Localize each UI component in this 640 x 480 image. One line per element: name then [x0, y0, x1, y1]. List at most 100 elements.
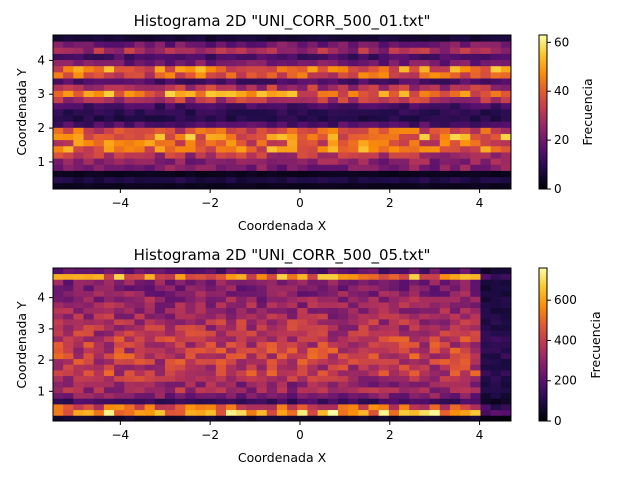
heatmap-cell: [134, 341, 145, 348]
heatmap-cell: [388, 115, 400, 122]
heatmap-cell: [144, 353, 156, 360]
heatmap-cell: [236, 296, 247, 303]
heatmap-cell: [53, 71, 64, 79]
heatmap-cell: [388, 341, 400, 348]
heatmap-cell: [175, 102, 186, 110]
heatmap-cell: [378, 145, 390, 153]
heatmap-cell: [266, 115, 278, 122]
heatmap-cell: [490, 59, 502, 67]
heatmap-cell: [195, 409, 207, 416]
heatmap-cell: [429, 307, 441, 314]
heatmap-cell: [53, 35, 64, 42]
heatmap-cell: [205, 415, 217, 422]
heatmap-cell: [399, 285, 410, 292]
heatmap-cell: [226, 53, 237, 61]
heatmap-cell: [378, 302, 390, 309]
heatmap-cell: [246, 139, 257, 147]
heatmap-cell: [226, 364, 237, 371]
heatmap-cell: [470, 358, 481, 365]
heatmap-cell: [154, 415, 166, 422]
colorbar-tick-label: 400: [554, 333, 577, 347]
heatmap-cell: [175, 127, 186, 134]
heatmap-cell: [327, 96, 339, 104]
heatmap-cell: [337, 145, 349, 153]
heatmap-cell: [256, 285, 268, 292]
heatmap-cell: [185, 78, 196, 85]
heatmap-cell: [327, 158, 339, 165]
heatmap-cell: [470, 59, 481, 67]
heatmap-cell: [236, 364, 247, 371]
heatmap-cell: [124, 319, 135, 326]
heatmap-cell: [500, 102, 512, 110]
heatmap-cell: [266, 279, 278, 286]
heatmap-cell: [154, 164, 166, 171]
heatmap-cell: [185, 336, 196, 343]
heatmap-cell: [368, 96, 380, 104]
heatmap-cell: [276, 302, 288, 309]
heatmap-cells-2: [53, 268, 512, 422]
heatmap-cell: [63, 78, 74, 85]
heatmap-cell: [195, 47, 207, 54]
heatmap-cell: [348, 387, 359, 394]
heatmap-cell: [134, 290, 145, 297]
heatmap-cell: [226, 84, 237, 91]
heatmap-cell: [399, 158, 410, 165]
heatmap-cell: [287, 164, 298, 171]
heatmap-cell: [307, 47, 319, 54]
heatmap-cell: [215, 285, 227, 292]
heatmap-cell: [307, 404, 319, 411]
heatmap-cell: [266, 273, 278, 280]
heatmap-cell: [490, 121, 502, 128]
heatmap-cell: [419, 115, 430, 122]
heatmap-cell: [429, 115, 441, 122]
heatmap-cell: [144, 158, 156, 165]
heatmap-cell: [490, 296, 502, 303]
heatmap-cell: [317, 96, 329, 104]
heatmap-cell: [246, 90, 257, 97]
heatmap-cell: [246, 398, 257, 405]
heatmap-cell: [124, 370, 135, 377]
heatmap-cell: [134, 182, 145, 190]
heatmap-cell: [276, 59, 288, 67]
heatmap-cell: [93, 71, 105, 79]
heatmap-cell: [337, 268, 349, 275]
heatmap-cell: [500, 398, 512, 405]
heatmap-cell: [409, 302, 420, 309]
heatmap-cell: [175, 71, 186, 79]
heatmap-cell: [409, 108, 420, 116]
heatmap-cell: [287, 302, 298, 309]
heatmap-cell: [378, 59, 390, 67]
heatmap-cell: [256, 296, 268, 303]
heatmap-cell: [103, 296, 115, 303]
heatmap-cell: [175, 78, 186, 85]
heatmap-cell: [500, 139, 512, 147]
heatmap-cell: [195, 353, 207, 360]
heatmap-cell: [348, 415, 359, 422]
heatmap-cell: [337, 115, 349, 122]
heatmap-cell: [215, 84, 227, 91]
heatmap-cell: [226, 398, 237, 405]
heatmap-cell: [134, 139, 145, 147]
heatmap-cell: [460, 279, 471, 286]
heatmap-cell: [429, 409, 441, 416]
heatmap-cell: [175, 176, 186, 184]
heatmap-cell: [409, 71, 420, 79]
heatmap-cell: [103, 353, 115, 360]
heatmap-cell: [83, 71, 95, 79]
heatmap-cell: [185, 364, 196, 371]
heatmap-cell: [73, 59, 84, 67]
heatmap-cell: [276, 404, 288, 411]
heatmap-cell: [307, 41, 319, 48]
heatmap-cell: [164, 364, 176, 371]
heatmap-cell: [439, 358, 451, 365]
heatmap-cell: [449, 152, 461, 159]
heatmap-cell: [429, 145, 441, 153]
heatmap-cell: [236, 358, 247, 365]
heatmap-cell: [287, 35, 298, 42]
heatmap-cell: [490, 341, 502, 348]
heatmap-cell: [317, 59, 329, 67]
heatmap-cell: [348, 370, 359, 377]
heatmap-cell: [460, 139, 471, 147]
heatmap-cell: [500, 158, 512, 165]
heatmap-cell: [460, 347, 471, 354]
